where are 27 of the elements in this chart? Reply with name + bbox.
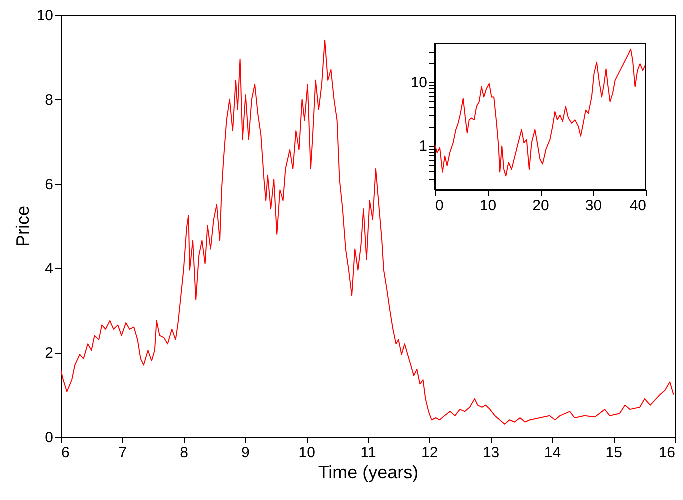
line-series (61, 40, 674, 425)
x-tick-label: 12 (422, 444, 438, 462)
y-tick-label: 8 (45, 92, 54, 109)
x-tick-label: 10 (480, 198, 497, 214)
x-tick-label: 9 (242, 444, 250, 462)
y-axis-title: Price (12, 206, 33, 248)
y-tick-label: 0 (45, 430, 54, 446)
y-tick-label: 1 (419, 138, 428, 156)
x-tick-label: 14 (544, 444, 562, 462)
y-tick-label: 10 (36, 8, 54, 24)
x-tick-label: 15 (606, 444, 622, 462)
x-tick-label: 40 (630, 198, 646, 214)
x-tick-label: 11 (360, 444, 376, 462)
x-tick-label: 13 (482, 444, 500, 462)
line-series (434, 48, 646, 177)
x-tick-label: 30 (585, 198, 602, 214)
y-tick-label: 2 (45, 345, 54, 362)
x-tick-label: 7 (118, 444, 128, 462)
x-tick-label: 0 (436, 198, 444, 214)
x-axis-title: Time (years) (318, 462, 419, 482)
y-tick-label: 6 (45, 176, 54, 194)
x-tick-label: 16 (658, 444, 676, 462)
x-tick-label: 10 (298, 444, 316, 462)
x-tick-label: 8 (180, 444, 188, 462)
x-tick-label: 20 (532, 198, 550, 214)
y-tick-label: 4 (45, 260, 54, 278)
x-tick-label: 6 (62, 444, 70, 462)
